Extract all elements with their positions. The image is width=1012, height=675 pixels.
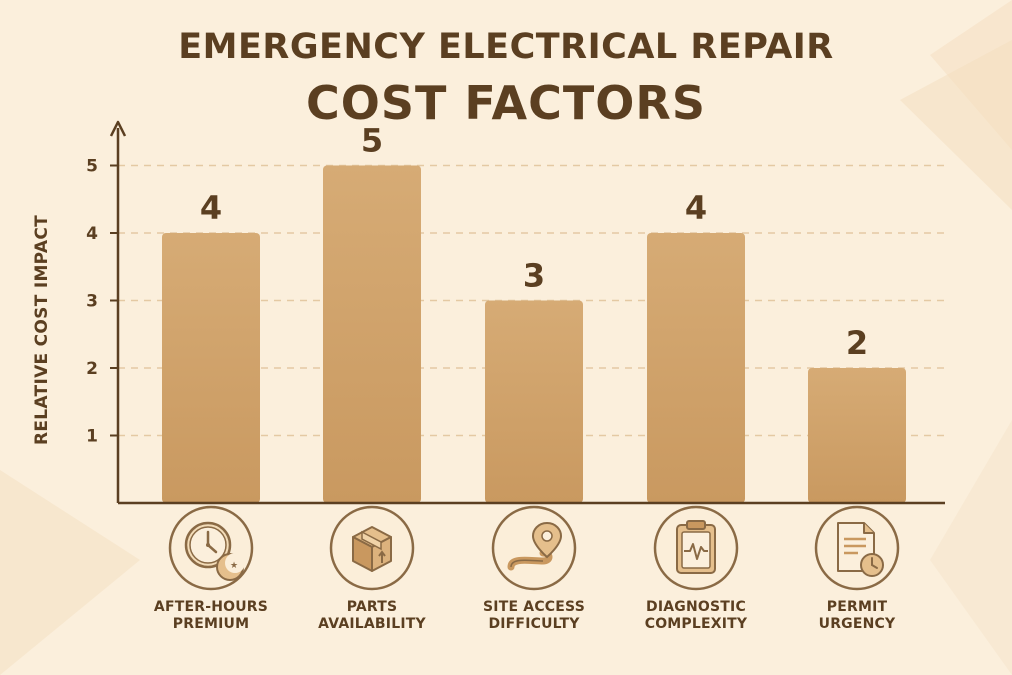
x-tick-label-line: DIFFICULTY <box>488 616 580 632</box>
x-tick-label-line: COMPLEXITY <box>644 616 748 632</box>
category-item: DIAGNOSTIC COMPLEXITY <box>621 505 771 633</box>
gridlines <box>118 164 945 437</box>
y-tick-labels: 1 2 3 4 5 <box>86 157 118 447</box>
category-item: PARTS AVAILABILITY <box>297 505 447 633</box>
x-tick-label-line: PERMIT <box>826 599 888 615</box>
x-tick-label-line: PARTS <box>346 599 398 615</box>
category-item: PERMIT URGENCY <box>782 505 932 633</box>
chart-title-line-2: COST FACTORS <box>306 76 706 130</box>
value-label: 4 <box>200 189 222 227</box>
category-item: ★ AFTER-HOURS PREMIUM <box>136 505 286 633</box>
x-tick-label: SITE ACCESS DIFFICULTY <box>459 599 609 633</box>
bars <box>162 165 906 503</box>
bar <box>647 233 745 503</box>
y-tick-label: 4 <box>86 224 98 244</box>
clock-moon-icon: ★ <box>168 505 254 591</box>
x-tick-label-line: AVAILABILITY <box>318 616 426 632</box>
location-path-icon <box>491 505 577 591</box>
x-tick-label: PERMIT URGENCY <box>782 599 932 633</box>
y-tick-label: 2 <box>86 359 98 379</box>
category-item: SITE ACCESS DIFFICULTY <box>459 505 609 633</box>
x-tick-label: AFTER-HOURS PREMIUM <box>136 599 286 633</box>
y-tick-label: 5 <box>86 157 98 177</box>
bar <box>162 233 260 503</box>
x-tick-label-line: DIAGNOSTIC <box>646 599 746 615</box>
value-labels: 4 5 3 4 2 <box>200 122 868 363</box>
y-tick-label: 3 <box>86 292 98 312</box>
axes <box>109 120 945 505</box>
x-tick-label-line: AFTER-HOURS <box>153 599 269 615</box>
y-tick-label: 1 <box>86 427 98 447</box>
document-clock-icon <box>814 505 900 591</box>
bar <box>323 165 421 503</box>
x-tick-label-line: SITE ACCESS <box>483 599 585 615</box>
value-label: 4 <box>685 189 707 227</box>
value-label: 3 <box>523 257 545 295</box>
x-tick-label: PARTS AVAILABILITY <box>297 599 447 633</box>
value-label: 2 <box>846 324 868 362</box>
y-axis-arrow <box>109 120 127 137</box>
chart-title-line-1: EMERGENCY ELECTRICAL REPAIR <box>178 27 834 67</box>
svg-text:★: ★ <box>230 561 238 571</box>
clipboard-pulse-icon <box>653 505 739 591</box>
bar <box>808 368 906 503</box>
bar <box>485 300 583 503</box>
box-icon <box>329 505 415 591</box>
x-tick-label-line: PREMIUM <box>172 616 250 632</box>
x-tick-label-line: URGENCY <box>818 616 896 632</box>
value-label: 5 <box>361 122 383 160</box>
x-tick-label: DIAGNOSTIC COMPLEXITY <box>621 599 771 633</box>
